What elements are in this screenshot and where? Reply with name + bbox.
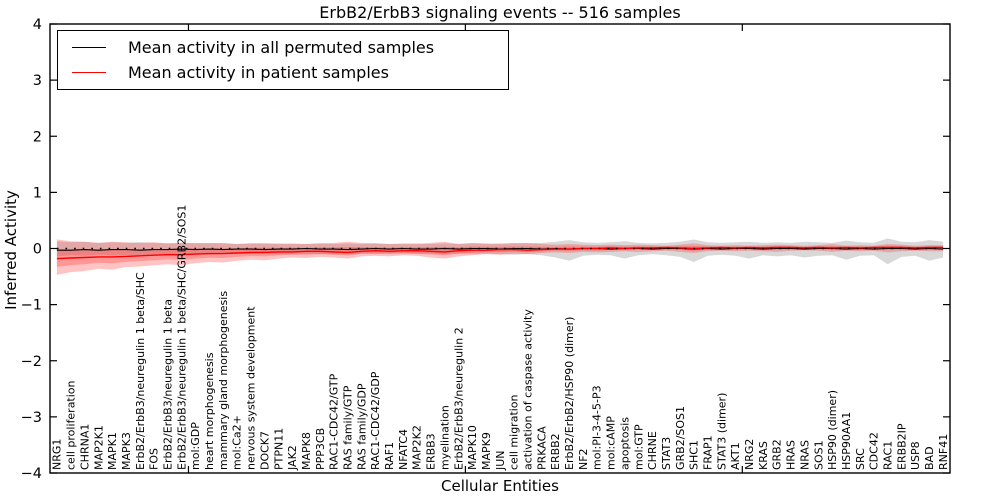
x-category-label: MAPK9 [480,432,493,470]
x-category-label: RAS family/GTP [342,385,355,470]
x-category-label: CHRNA1 [78,424,91,470]
x-category-label: ErbB2/ErbB3/neuregulin 1 beta/SHC/GRB2/S… [175,205,188,470]
x-category-label: mol:GDP [189,422,202,470]
x-category-label: MAPK3 [120,432,133,470]
permuted-line-swatch [72,46,106,48]
x-category-label: NRAS [798,440,811,470]
x-category-label: mol:cAMP [605,416,618,470]
y-tick-label: 4 [33,17,42,33]
patient-outer-band [56,239,944,275]
x-category-label: PRKACA [535,426,548,470]
legend-label-permuted: Mean activity in all permuted samples [128,37,435,57]
x-category-label: mammary gland morphogenesis [217,291,230,470]
x-category-label: RAC1-CDC42/GTP [328,373,341,470]
x-category-label: ErbB2/ErbB3/neuregulin 1 beta/SHC [134,272,147,470]
x-category-label: CHRNE [646,431,659,470]
x-category-label: myelination [438,405,451,470]
patient-inner-band [56,245,944,267]
x-category-label: PTPN11 [272,428,285,470]
y-tick-label: 3 [33,73,42,89]
chart-title: ErbB2/ErbB3 signaling events -- 516 samp… [319,3,681,22]
y-tick-label: −2 [21,354,42,370]
x-category-label: MAPK1 [106,432,119,470]
x-category-label: NFATC4 [397,429,410,470]
patient-mean-line [56,246,944,260]
x-category-label: FRAP1 [702,435,715,470]
x-category-label: RNF41 [937,434,950,470]
x-category-label: NRG1 [51,439,64,470]
x-category-label: ERBB3 [425,433,438,470]
x-category-label: ERBB2IP [895,423,908,470]
x-category-label: ErbB2/ErbB3/neuregulin 2 [452,327,465,470]
x-category-label: HSP90AA1 [840,412,853,470]
x-category-label: MAPK8 [300,432,313,470]
legend: Mean activity in all permuted samples Me… [57,30,509,90]
x-category-label: HRAS [785,440,798,470]
x-category-label: SHC1 [688,440,701,470]
y-tick-label: 2 [33,129,42,145]
x-category-label: STAT3 [660,437,673,470]
x-axis-label: Cellular Entities [441,477,559,495]
x-category-label: RAC1-CDC42/GDP [369,371,382,470]
x-category-label: heart morphogenesis [203,352,216,470]
x-category-label: NRG2 [743,439,756,470]
x-category-label: BAD [923,446,936,470]
y-tick-label: −3 [21,410,42,426]
x-category-label: RAC1 [882,441,895,470]
x-category-label: MAP2K1 [92,425,105,470]
y-tick-label: 1 [33,185,42,201]
x-category-label: CDC42 [868,432,881,470]
x-category-label: ErbB2/ErbB2/HSP90 (dimer) [563,317,576,470]
x-category-label: MAP2K2 [411,425,424,470]
x-category-label: DOCK7 [258,431,271,470]
x-category-label: mol:GTP [632,424,645,470]
x-category-label: STAT3 (dimer) [715,393,728,470]
x-category-label: SRC [854,448,867,470]
legend-item-permuted: Mean activity in all permuted samples [58,37,508,57]
x-category-label: FOS [148,448,161,470]
x-category-label: NF2 [577,448,590,470]
x-category-label: JUN [494,450,507,471]
x-category-label: activation of caspase activity [522,309,535,470]
legend-label-patient: Mean activity in patient samples [128,62,389,82]
x-category-label: AKT1 [729,442,742,470]
x-category-label: ERBB2 [549,433,562,470]
x-category-label: mol:Ca2+ [231,415,244,470]
x-category-label: USP8 [909,441,922,470]
x-category-label: PPP3CB [314,428,327,470]
x-category-label: SOS1 [812,440,825,470]
y-tick-label: 0 [33,242,42,258]
x-category-label: RAS family/GDP [355,383,368,470]
x-category-label: MAPK10 [466,425,479,470]
x-category-label: nervous system development [245,306,258,470]
x-category-label: ErbB2/ErbB3/neuregulin 1 beta [162,299,175,470]
x-category-label: KRAS [757,441,770,470]
x-category-label: GRB2/SOS1 [674,406,687,470]
y-tick-label: −1 [21,298,42,314]
permuted-std-band [56,238,944,265]
patient-line-swatch [72,72,106,74]
x-category-label: cell migration [508,394,521,470]
x-category-label: cell proliferation [65,380,78,470]
y-tick-label: −4 [21,466,42,482]
x-category-label: RAF1 [383,442,396,470]
x-category-label: JAK2 [286,445,299,471]
x-category-label: HSP90 (dimer) [826,390,839,470]
x-category-label: mol:PI-3-4-5-P3 [591,385,604,470]
x-category-label: GRB2 [771,439,784,470]
legend-item-patient: Mean activity in patient samples [58,64,508,82]
x-category-label: apoptosis [618,417,631,470]
